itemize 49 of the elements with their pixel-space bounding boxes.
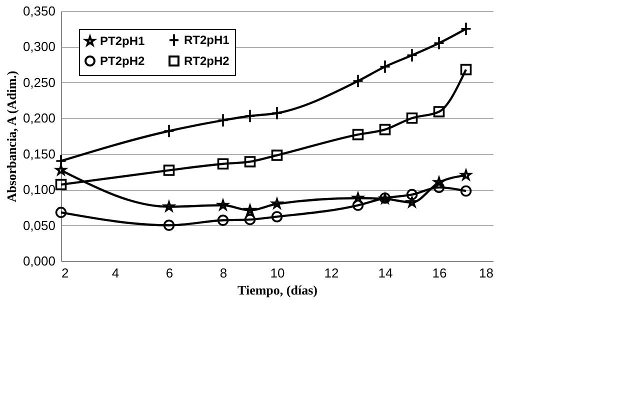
point: [460, 64, 472, 76]
point: [433, 106, 445, 118]
point: [406, 112, 418, 124]
y-axis-title: Absorbancia, A (Adim.): [4, 70, 19, 202]
point: [406, 48, 418, 62]
point: [379, 124, 391, 136]
point: [55, 206, 67, 218]
point: [271, 211, 283, 222]
y-tick-label: 0,250: [22, 74, 56, 90]
y-tick-label: 0,200: [22, 110, 56, 126]
x-tick-label: 4: [112, 266, 120, 280]
point: [217, 113, 229, 128]
x-tick-label: 6: [166, 266, 174, 280]
point: [163, 220, 175, 231]
legend-label: RT2pH2: [184, 54, 230, 68]
point: [163, 124, 175, 138]
point: [352, 74, 364, 88]
legend-label: PT2pH1: [100, 34, 146, 48]
x-tick-label: 10: [270, 266, 285, 280]
point: [460, 22, 472, 36]
point: [244, 108, 256, 124]
point: [55, 178, 67, 190]
y-tick-label: 0,150: [22, 146, 56, 162]
point: [217, 158, 229, 170]
point: [244, 214, 256, 226]
point: [271, 106, 283, 120]
x-tick-label: 18: [479, 266, 494, 280]
point: [352, 128, 364, 140]
point: [163, 164, 175, 176]
x-tick-label: 8: [220, 266, 228, 280]
y-tick-label: 0,000: [22, 254, 56, 268]
legend-label: RT2pH1: [184, 33, 230, 48]
y-tick-label: 0,100: [22, 182, 56, 198]
x-tick-label: 14: [378, 266, 393, 280]
legend-label: PT2pH2: [100, 54, 146, 68]
point: [244, 156, 256, 168]
point: [406, 188, 418, 200]
y-tick-label: 0,050: [22, 218, 56, 233]
x-tick-label: 16: [432, 266, 447, 280]
point: [271, 150, 283, 161]
y-tick-label: 0,350: [22, 4, 56, 18]
point: [217, 214, 229, 226]
x-tick-label: 2: [62, 266, 69, 280]
y-tick-label: 0,300: [22, 39, 56, 54]
point: [379, 60, 391, 74]
point: [433, 36, 445, 50]
point: [460, 185, 472, 197]
x-tick-label: 12: [324, 266, 339, 280]
x-axis-title: Tiempo, (días): [238, 282, 318, 298]
